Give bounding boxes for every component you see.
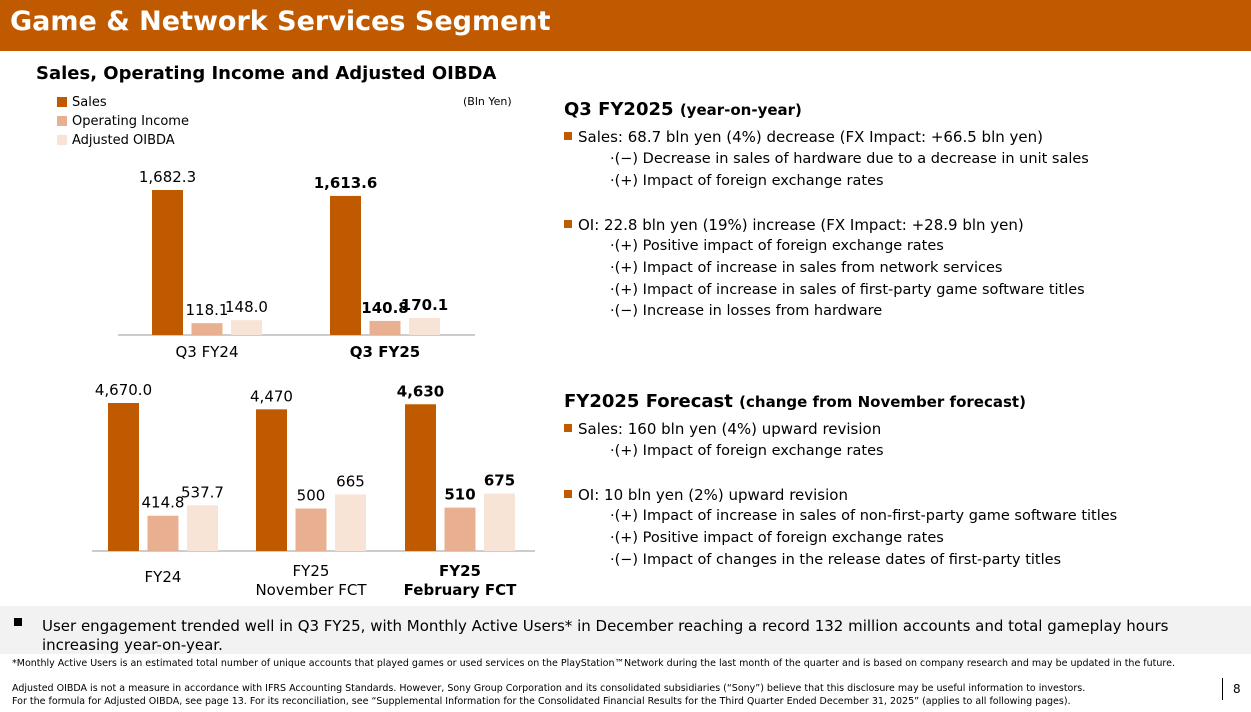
- forecast-oi-item: ·(+) Positive impact of foreign exchange…: [610, 530, 944, 546]
- bar-operating-income: [369, 320, 401, 335]
- data-label: 4,630: [397, 382, 444, 400]
- bar-operating-income: [147, 515, 179, 551]
- q3-oi-point: OI: 22.8 bln yen (19%) increase (FX Impa…: [564, 216, 1024, 234]
- data-label: 510: [444, 486, 475, 504]
- category-label: February FCT: [404, 581, 517, 599]
- category-label: November FCT: [255, 581, 367, 599]
- q3-oi-item: ·(+) Impact of increase in sales of firs…: [610, 282, 1085, 298]
- q3-sales-item: ·(+) Impact of foreign exchange rates: [610, 173, 884, 189]
- q3-oi-item: ·(−) Increase in losses from hardware: [610, 303, 883, 319]
- data-label: 140.8: [361, 299, 408, 317]
- page-number: 8: [1222, 678, 1241, 700]
- bar-operating-income: [444, 507, 476, 551]
- q3-oi-item: ·(+) Impact of increase in sales from ne…: [610, 260, 1003, 276]
- bullet-icon: [14, 618, 22, 626]
- bar-adjusted-oibda: [231, 320, 262, 335]
- data-label: 170.1: [401, 296, 448, 314]
- category-label: Q3 FY25: [350, 343, 420, 361]
- data-label: 1,682.3: [139, 168, 196, 186]
- legend-operating-income: Operating Income: [57, 114, 189, 129]
- forecast-sales-point: Sales: 160 bln yen (4%) upward revision: [564, 420, 881, 438]
- forecast-oi-item: ·(−) Impact of changes in the release da…: [610, 552, 1062, 568]
- data-label: 4,470: [250, 387, 293, 405]
- data-label: 500: [297, 487, 326, 505]
- legend-swatch: [57, 116, 67, 126]
- legend-label: Sales: [72, 95, 107, 110]
- bar-sales: [330, 195, 361, 335]
- forecast-oi-item: ·(+) Impact of increase in sales of non-…: [610, 508, 1118, 524]
- data-label: 148.0: [225, 298, 268, 316]
- forecast-oi-point: OI: 10 bln yen (2%) upward revision: [564, 486, 848, 504]
- bar-sales: [108, 403, 139, 551]
- chart-subtitle: Sales, Operating Income and Adjusted OIB…: [36, 63, 497, 84]
- bar-sales: [405, 404, 436, 551]
- data-label: 675: [484, 472, 515, 490]
- page-title: Game & Network Services Segment: [10, 6, 551, 37]
- bar-sales: [152, 190, 183, 335]
- legend-swatch: [57, 135, 67, 145]
- highlight-note: User engagement trended well in Q3 FY25,…: [0, 606, 1251, 654]
- forecast-sales-item: ·(+) Impact of foreign exchange rates: [610, 443, 884, 459]
- data-label: 665: [336, 472, 365, 490]
- unit-label: (Bln Yen): [463, 95, 512, 108]
- footnote: *Monthly Active Users is an estimated to…: [12, 658, 1175, 669]
- legend-label: Operating Income: [72, 114, 189, 129]
- bar-adjusted-oibda: [409, 317, 440, 335]
- header-bar: Game & Network Services Segment: [0, 0, 1251, 51]
- data-label: 414.8: [142, 494, 185, 512]
- category-label: FY25: [439, 562, 481, 580]
- q3-heading: Q3 FY2025 (year-on-year): [564, 99, 802, 120]
- bar-adjusted-oibda: [187, 505, 218, 551]
- bar-adjusted-oibda: [484, 493, 515, 551]
- category-label: FY25: [293, 562, 330, 580]
- q3-oi-item: ·(+) Positive impact of foreign exchange…: [610, 238, 944, 254]
- legend-sales: Sales: [57, 95, 107, 110]
- legend-label: Adjusted OIBDA: [72, 133, 175, 148]
- legend-adjusted-oibda: Adjusted OIBDA: [57, 133, 175, 148]
- q3-sales-point: Sales: 68.7 bln yen (4%) decrease (FX Im…: [564, 128, 1043, 146]
- category-label: FY24: [145, 568, 182, 586]
- data-label: 4,670.0: [95, 381, 152, 399]
- category-label: Q3 FY24: [176, 343, 239, 361]
- data-label: 1,613.6: [314, 174, 378, 192]
- bar-adjusted-oibda: [335, 494, 366, 551]
- disclaimer-line-1: Adjusted OIBDA is not a measure in accor…: [12, 683, 1086, 694]
- bar-operating-income: [191, 323, 223, 335]
- data-label: 537.7: [181, 483, 224, 501]
- bar-sales: [256, 409, 287, 551]
- legend-swatch: [57, 97, 67, 107]
- data-label: 118.1: [186, 301, 229, 319]
- disclaimer-line-2: For the formula for Adjusted OIBDA, see …: [12, 696, 1071, 707]
- forecast-heading: FY2025 Forecast (change from November fo…: [564, 391, 1026, 412]
- note-text: User engagement trended well in Q3 FY25,…: [42, 617, 1169, 654]
- bar-operating-income: [295, 508, 327, 551]
- q3-sales-item: ·(−) Decrease in sales of hardware due t…: [610, 151, 1089, 167]
